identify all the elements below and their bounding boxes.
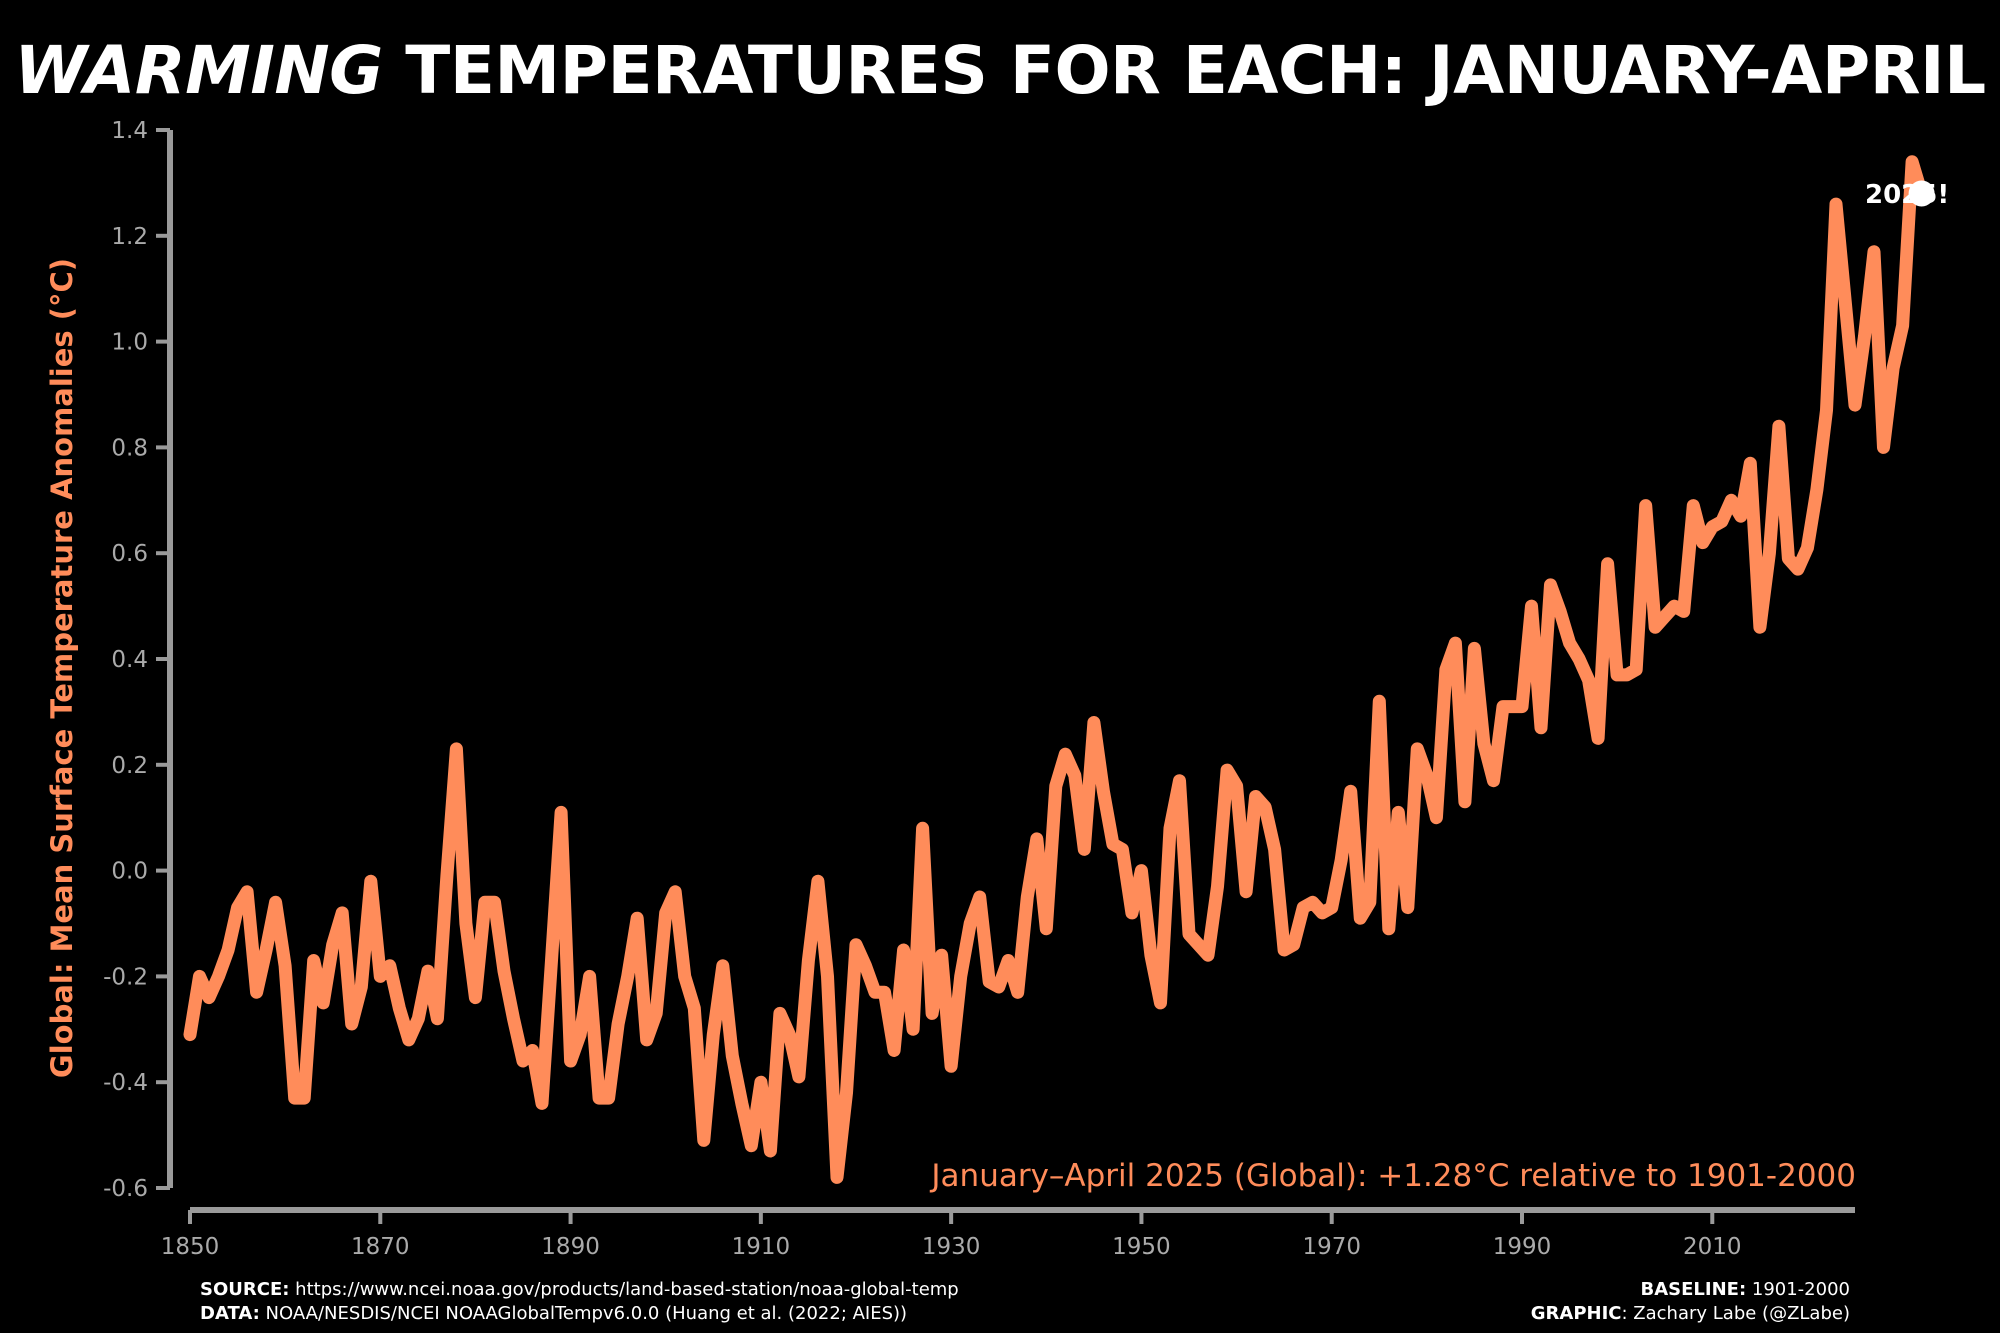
- y-tick-label: 0.6: [111, 541, 148, 567]
- y-tick-label: -0.2: [103, 964, 148, 990]
- chart-annotation: January–April 2025 (Global): +1.28°C rel…: [929, 1158, 1856, 1194]
- title-emphasis: WARMING: [14, 32, 383, 109]
- source-label: SOURCE:: [200, 1279, 290, 1300]
- chart-axes: -0.6 -0.4 -0.2 0.0 0.2 0.4 0.6 0.8 1.0 1.2 1.4 1850…: [103, 118, 1855, 1260]
- x-tick-label: 1910: [732, 1234, 791, 1260]
- end-point-marker: [1908, 180, 1935, 207]
- x-tick-label: 1990: [1493, 1234, 1552, 1260]
- x-tick-label: 1930: [922, 1234, 981, 1260]
- x-tick-label: 1850: [161, 1234, 220, 1260]
- y-tick-label: -0.4: [103, 1070, 148, 1096]
- chart-title: WARMING TEMPERATURES FOR EACH: JANUARY-A…: [0, 32, 2000, 109]
- baseline-label: BASELINE:: [1640, 1279, 1747, 1300]
- end-point-label: 2025!: [1865, 180, 1949, 210]
- data-text: NOAA/NESDIS/NCEI NOAAGlobalTempv6.0.0 (H…: [259, 1303, 908, 1324]
- graphic-label: GRAPHIC: [1530, 1303, 1622, 1324]
- chart-marks: [183, 155, 1935, 1184]
- x-tick-label: 1890: [541, 1234, 600, 1260]
- y-tick-label: 0.2: [111, 753, 148, 779]
- y-axis-label: Global: Mean Surface Temperature Anomali…: [45, 258, 79, 1078]
- y-tick-label: 0.0: [111, 859, 148, 885]
- y-tick-label: 1.4: [111, 118, 148, 144]
- source-text: https://www.ncei.noaa.gov/products/land-…: [289, 1279, 959, 1300]
- graphic-text: : Zachary Labe (@ZLabe): [1621, 1303, 1850, 1324]
- data-label: DATA:: [200, 1303, 260, 1324]
- baseline-text: 1901-2000: [1746, 1279, 1850, 1300]
- x-tick-label: 1870: [351, 1234, 410, 1260]
- x-tick-label: 2010: [1683, 1234, 1742, 1260]
- x-tick-label: 1950: [1112, 1234, 1171, 1260]
- footer-right: BASELINE: 1901-2000 GRAPHIC: Zachary Lab…: [1531, 1278, 1850, 1326]
- series-line: [183, 155, 1929, 1184]
- y-tick-label: -0.6: [103, 1176, 148, 1202]
- x-tick-label: 1970: [1302, 1234, 1361, 1260]
- y-tick-label: 0.4: [111, 647, 148, 673]
- footer-left: SOURCE: https://www.ncei.noaa.gov/produc…: [200, 1278, 959, 1326]
- title-rest: TEMPERATURES FOR EACH: JANUARY-APRIL: [382, 32, 1986, 109]
- y-tick-label: 1.0: [111, 330, 148, 356]
- y-tick-label: 1.2: [111, 224, 148, 250]
- y-tick-label: 0.8: [111, 435, 148, 461]
